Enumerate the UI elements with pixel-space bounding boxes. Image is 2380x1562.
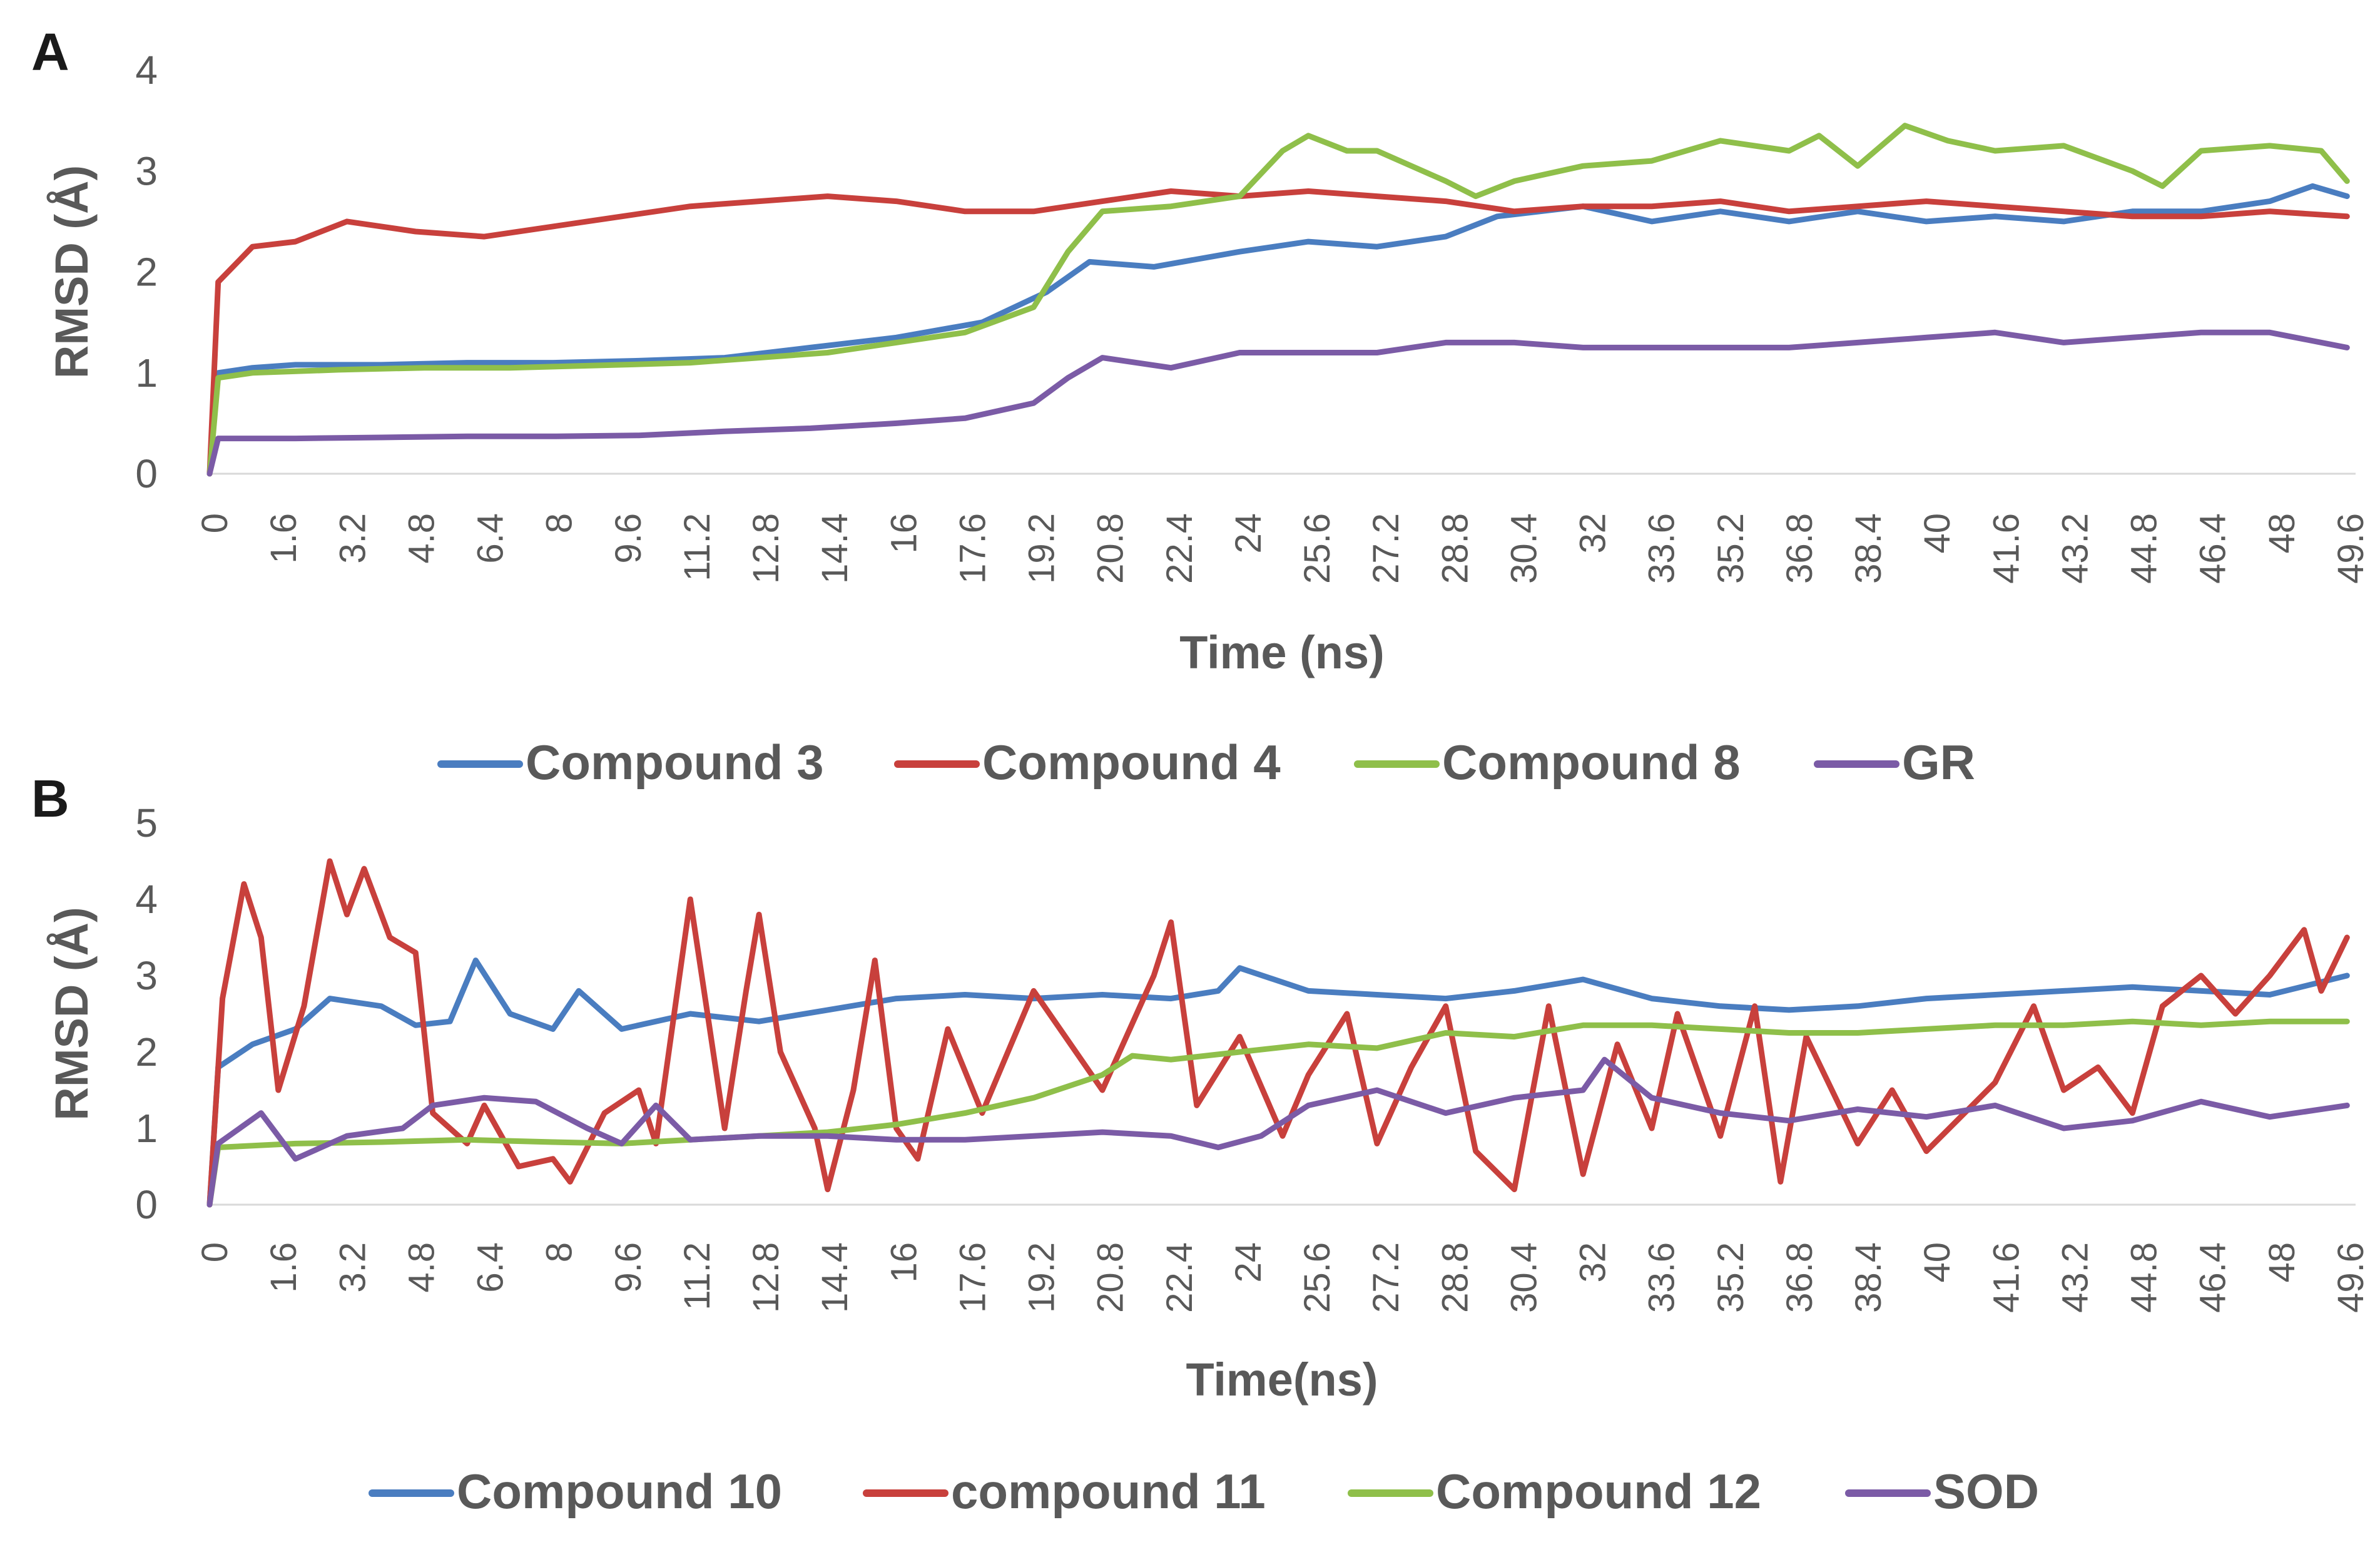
y-tick-label: 1 [135,350,158,396]
y-tick-label: 2 [135,250,158,295]
x-tick-label: 3.2 [332,513,373,564]
legend-label-compound-10: Compound 10 [457,1464,782,1519]
x-tick-label: 43.2 [2055,1242,2095,1313]
x-tick-label: 16 [883,1242,924,1283]
x-axis-title: Time (ns) [1179,626,1385,678]
x-tick-label: 20.8 [1091,1242,1131,1313]
panel-letter: B [31,769,69,828]
x-tick-label: 49.6 [2331,513,2371,584]
legend-label-compound-4: Compound 4 [982,735,1281,790]
x-tick-label: 43.2 [2055,513,2095,584]
x-tick-label: 22.4 [1159,1242,1200,1313]
series-line-compound-12 [206,1018,2350,1208]
x-tick-label: 19.2 [1022,513,1062,584]
y-tick-label: 4 [135,877,158,922]
x-tick-label: 14.4 [815,1242,855,1313]
series-line-compound-4 [206,188,2350,477]
y-tick-label: 5 [135,800,158,845]
x-tick-label: 35.2 [1711,1242,1751,1313]
x-tick-label: 35.2 [1711,513,1751,584]
legend-label-compound-3: Compound 3 [526,735,824,790]
series-line-sod [206,1056,2350,1208]
x-tick-label: 11.2 [677,513,718,581]
x-tick-label: 4.8 [401,513,442,564]
y-tick-label: 0 [135,1182,158,1227]
x-tick-label: 24 [1228,513,1269,554]
x-tick-label: 9.6 [608,513,649,564]
legend-label-sod: SOD [1933,1464,2039,1519]
x-tick-label: 1.6 [263,513,304,564]
x-tick-label: 25.6 [1297,1242,1338,1313]
x-tick-label: 22.4 [1159,513,1200,584]
x-tick-label: 11.2 [677,1242,718,1310]
panel-b: B 0 1 2 3 4 5 0 1.6 3.2 4.8 6.4 8 9.6 11.2 12.8 14.4 16 17… [31,769,2371,1519]
x-tick-label: 8 [539,513,580,533]
x-tick-label: 44.8 [2124,1242,2165,1313]
x-tick-label: 38.4 [1848,1242,1889,1313]
x-tick-label: 33.6 [1642,1242,1682,1313]
legend-label-compound-8: Compound 8 [1442,735,1741,790]
x-tick-label: 20.8 [1091,513,1131,584]
x-tick-label: 14.4 [815,513,855,584]
series-line-compound-3 [206,183,2350,477]
x-tick-label: 48 [2262,1242,2302,1283]
y-tick-label: 1 [135,1106,158,1151]
x-tick-label: 46.4 [2193,513,2234,584]
x-tick-label: 0 [195,513,235,533]
x-tick-label: 0 [195,1242,235,1262]
y-axis-title: RMSD (Å) [46,165,98,379]
y-tick-label: 4 [135,48,158,93]
x-tick-label: 27.2 [1366,513,1406,584]
x-tick-label: 28.8 [1435,513,1475,584]
series-line-compound-8 [206,123,2350,477]
x-tick-label: 32 [1573,1242,1614,1283]
x-tick-label: 4.8 [401,1242,442,1293]
x-tick-label: 1.6 [263,1242,304,1293]
x-tick-label: 46.4 [2193,1242,2234,1313]
series-line-compound-10 [206,957,2350,1208]
legend-label-compound-11: compound 11 [951,1464,1266,1519]
x-axis-title: Time(ns) [1186,1354,1378,1406]
x-tick-label: 28.8 [1435,1242,1475,1313]
x-tick-label: 12.8 [746,513,786,584]
legend-label-gr: GR [1902,735,1975,790]
x-tick-label: 6.4 [470,1242,511,1293]
panel-letter: A [31,23,69,81]
x-tick-label: 27.2 [1366,1242,1406,1313]
x-tick-label: 17.6 [952,513,993,584]
x-tick-label: 44.8 [2124,513,2165,584]
x-tick-label: 40 [1917,513,1958,554]
x-tick-label: 30.4 [1503,1242,1544,1313]
legend-label-compound-12: Compound 12 [1436,1464,1761,1519]
x-tick-label: 8 [539,1242,580,1262]
y-axis-title: RMSD (Å) [46,907,98,1120]
x-tick-label: 16 [883,513,924,554]
x-tick-label: 36.8 [1779,513,1820,584]
x-tick-label: 9.6 [608,1242,649,1293]
y-tick-label: 0 [135,451,158,496]
x-tick-label: 24 [1228,1242,1269,1283]
x-tick-label: 48 [2262,513,2302,554]
x-tick-label: 25.6 [1297,513,1338,584]
x-tick-label: 49.6 [2331,1242,2371,1313]
x-tick-label: 6.4 [470,513,511,564]
y-tick-label: 3 [135,148,158,193]
x-tick-label: 33.6 [1642,513,1682,584]
x-tick-label: 41.6 [1986,513,2027,584]
y-tick-label: 3 [135,953,158,998]
x-tick-label: 40 [1917,1242,1958,1283]
x-tick-label: 30.4 [1503,513,1544,584]
x-tick-label: 41.6 [1986,1242,2027,1313]
x-tick-label: 17.6 [952,1242,993,1313]
x-tick-label: 3.2 [332,1242,373,1293]
series-line-gr [206,329,2350,477]
x-tick-label: 36.8 [1779,1242,1820,1313]
x-tick-label: 12.8 [746,1242,786,1313]
x-tick-label: 32 [1573,513,1614,554]
x-tick-label: 38.4 [1848,513,1889,584]
x-tick-label: 19.2 [1022,1242,1062,1313]
y-tick-label: 2 [135,1029,158,1075]
